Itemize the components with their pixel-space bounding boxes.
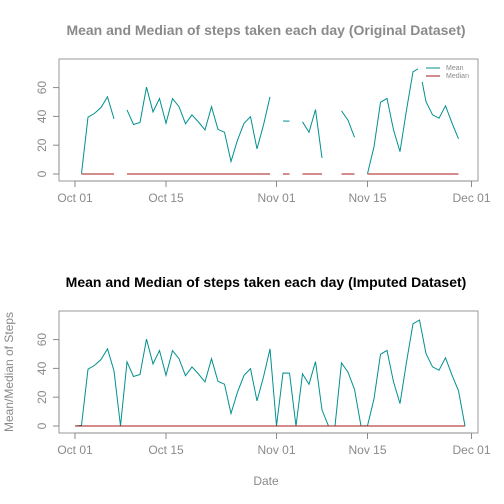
x-tick-label: Dec 01 [452,191,490,205]
y-tick-label: 20 [35,390,49,404]
plot-frame-original [58,58,479,182]
y-axis-original: 0 20 40 60 [35,81,60,177]
series-lines-imputed [74,319,466,427]
x-tick-label: Dec 01 [452,443,490,457]
chart-title-original: Mean and Median of steps taken each day … [66,22,465,38]
series-line-mean [367,67,459,174]
series-line-mean [81,95,115,174]
x-tick-label: Oct 15 [148,443,184,457]
series-line-mean [341,110,355,138]
x-tick-label: Nov 15 [348,443,386,457]
x-tick-label: Oct 01 [57,443,93,457]
y-tick-label: 0 [35,170,49,177]
y-tick-label: 40 [35,361,49,375]
x-tick-label: Nov 01 [257,191,295,205]
legend-median-label: Median [446,73,469,80]
legend-box [418,62,476,82]
chart-panel-imputed: Mean and Median of steps taken each day … [35,274,491,457]
y-axis-label: Mean/Median of Steps [2,312,16,432]
chart-panel-original: Mean and Median of steps taken each day … [35,22,491,205]
series-lines-original [81,67,459,175]
x-tick-label: Oct 01 [57,191,93,205]
x-tick-label: Nov 01 [257,443,295,457]
chart-title-imputed: Mean and Median of steps taken each day … [66,274,467,290]
legend-mean-label: Mean [446,65,464,72]
series-line-mean [126,86,271,164]
y-tick-label: 20 [35,138,49,152]
y-tick-label: 60 [35,333,49,347]
series-line-mean [74,319,466,427]
x-tick-label: Oct 15 [148,191,184,205]
series-line-mean [302,109,323,158]
y-tick-label: 40 [35,109,49,123]
x-axis-imputed: Oct 01 Oct 15 Nov 01 Nov 15 Dec 01 [57,432,491,457]
x-tick-label: Nov 15 [348,191,386,205]
y-axis-imputed: 0 20 40 60 [35,333,60,429]
y-tick-label: 0 [35,422,49,429]
x-axis-label: Date [253,474,279,488]
legend-original: Mean Median [418,62,476,82]
y-tick-label: 60 [35,81,49,95]
x-axis-original: Oct 01 Oct 15 Nov 01 Nov 15 Dec 01 [57,180,491,205]
